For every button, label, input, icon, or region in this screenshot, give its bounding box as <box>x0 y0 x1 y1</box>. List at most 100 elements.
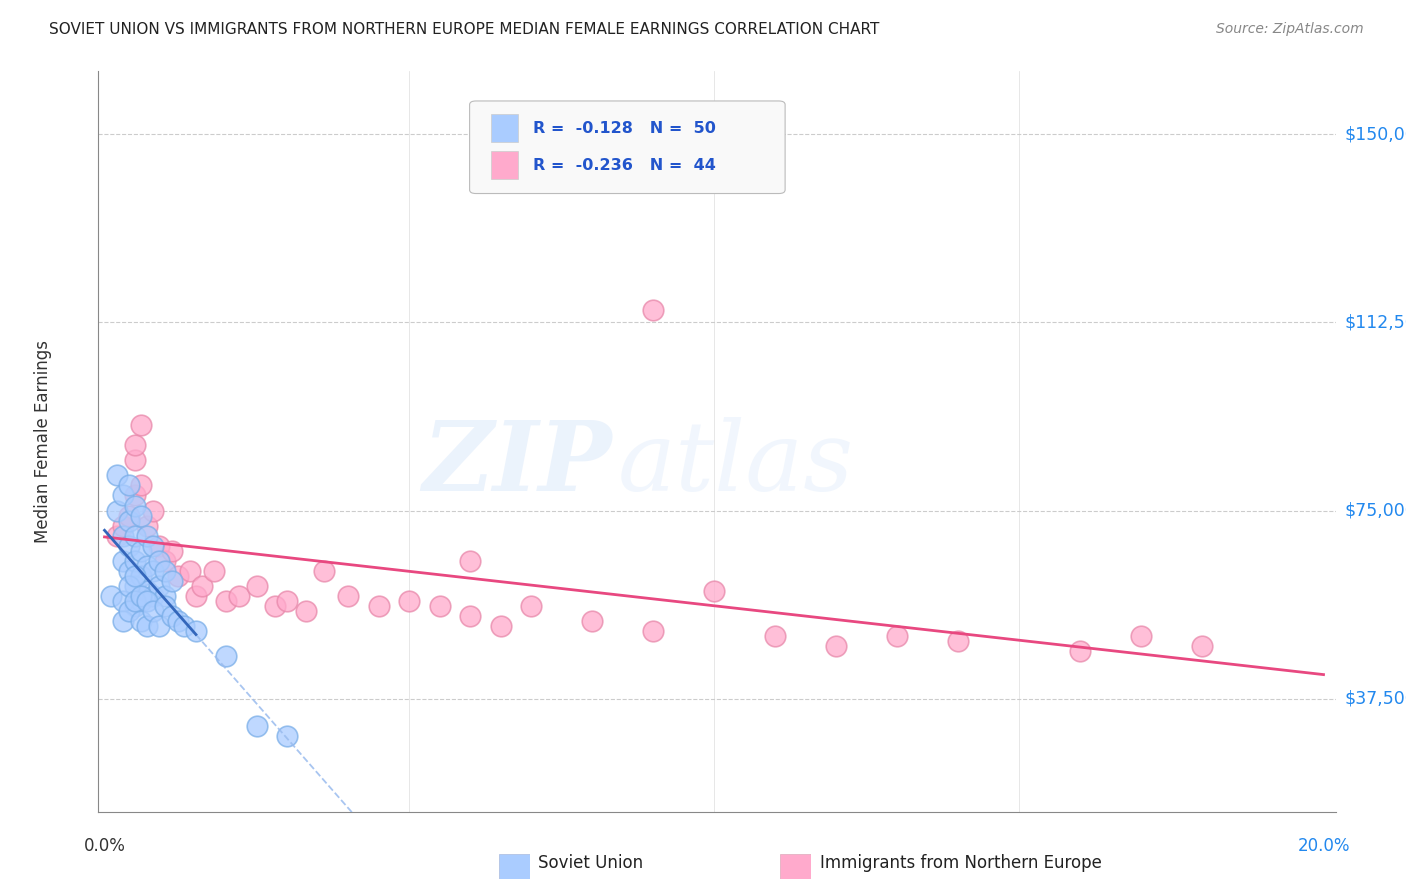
Point <box>124 453 146 467</box>
Point <box>215 649 238 664</box>
Point <box>886 629 908 643</box>
Point <box>136 558 159 573</box>
Point <box>641 624 664 638</box>
Point <box>173 619 195 633</box>
Point <box>142 564 165 578</box>
Point <box>129 478 152 492</box>
Point <box>155 554 177 568</box>
Point <box>160 609 183 624</box>
Point <box>202 564 225 578</box>
Point <box>520 599 543 613</box>
Point <box>142 589 165 603</box>
Point <box>337 589 360 603</box>
Point <box>246 579 269 593</box>
Point <box>142 604 165 618</box>
Point <box>105 468 128 483</box>
Point <box>111 529 134 543</box>
Point <box>111 518 134 533</box>
Point <box>166 614 188 628</box>
Text: Median Female Earnings: Median Female Earnings <box>34 340 52 543</box>
Point <box>142 503 165 517</box>
Point <box>124 599 146 613</box>
Point <box>111 554 134 568</box>
Point <box>129 589 152 603</box>
Point <box>136 594 159 608</box>
Point <box>184 624 207 638</box>
Point <box>148 579 170 593</box>
Point <box>148 554 170 568</box>
Point <box>129 418 152 433</box>
Point <box>111 614 134 628</box>
Point <box>118 508 141 523</box>
Point <box>136 619 159 633</box>
Point <box>111 488 134 502</box>
Point <box>1129 629 1152 643</box>
Text: Soviet Union: Soviet Union <box>538 855 644 872</box>
Point <box>129 543 152 558</box>
Bar <box>491 114 517 143</box>
Point <box>155 564 177 578</box>
Point <box>105 529 128 543</box>
Text: $37,500: $37,500 <box>1344 690 1406 707</box>
Point <box>215 594 238 608</box>
Point <box>155 599 177 613</box>
Point <box>367 599 389 613</box>
Point <box>641 302 664 317</box>
Point <box>129 594 152 608</box>
Point <box>124 594 146 608</box>
Point <box>398 594 420 608</box>
Point <box>703 583 725 598</box>
Point <box>276 594 298 608</box>
Text: 0.0%: 0.0% <box>83 837 125 855</box>
Point <box>155 589 177 603</box>
Point <box>1191 639 1213 653</box>
Point <box>124 579 146 593</box>
Point <box>118 604 141 618</box>
Point <box>105 503 128 517</box>
Point <box>124 529 146 543</box>
Point <box>160 543 183 558</box>
Point <box>124 554 146 568</box>
Point <box>763 629 786 643</box>
Point <box>246 719 269 733</box>
Point <box>136 529 159 543</box>
Text: $112,500: $112,500 <box>1344 313 1406 331</box>
Point <box>179 564 201 578</box>
Point <box>124 438 146 452</box>
Text: R =  -0.236   N =  44: R = -0.236 N = 44 <box>533 158 716 173</box>
Point <box>581 614 603 628</box>
Point <box>118 564 141 578</box>
Point <box>148 539 170 553</box>
Point <box>136 518 159 533</box>
Text: $150,000: $150,000 <box>1344 125 1406 143</box>
Text: Source: ZipAtlas.com: Source: ZipAtlas.com <box>1216 22 1364 37</box>
Point <box>294 604 316 618</box>
Point <box>118 539 141 553</box>
Point <box>142 539 165 553</box>
Point <box>129 614 152 628</box>
Point <box>124 569 146 583</box>
Point <box>312 564 335 578</box>
Point <box>191 579 214 593</box>
Point <box>148 619 170 633</box>
Point <box>129 508 152 523</box>
Point <box>489 619 512 633</box>
Point <box>825 639 848 653</box>
Point <box>160 574 183 588</box>
Text: 20.0%: 20.0% <box>1298 837 1350 855</box>
Point <box>1069 644 1091 658</box>
Text: R =  -0.128   N =  50: R = -0.128 N = 50 <box>533 121 716 136</box>
Point <box>118 514 141 528</box>
Point <box>458 609 481 624</box>
FancyBboxPatch shape <box>470 101 785 194</box>
Text: SOVIET UNION VS IMMIGRANTS FROM NORTHERN EUROPE MEDIAN FEMALE EARNINGS CORRELATI: SOVIET UNION VS IMMIGRANTS FROM NORTHERN… <box>49 22 880 37</box>
Point <box>228 589 250 603</box>
Point <box>118 478 141 492</box>
Point <box>429 599 451 613</box>
Bar <box>491 152 517 179</box>
Text: ZIP: ZIP <box>422 417 612 511</box>
Point <box>458 554 481 568</box>
Point <box>100 589 122 603</box>
Text: Immigrants from Northern Europe: Immigrants from Northern Europe <box>820 855 1101 872</box>
Point <box>124 488 146 502</box>
